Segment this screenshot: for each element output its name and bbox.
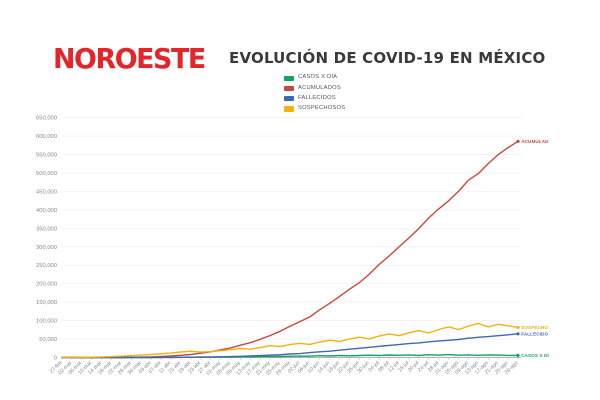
series-end-label-acumulados: ACUMULAD [521, 139, 549, 144]
y-axis-tick-label: 550,000 [36, 153, 57, 159]
legend-label: CASOS X DÍA [298, 74, 338, 81]
legend-item-casos-x-d-a: CASOS X DÍA [284, 73, 345, 83]
series-line-fallecidos [61, 333, 519, 359]
noroeste-logo: NOROESTE [53, 42, 206, 75]
series-end-label-fallecidos: FALLECIDO [521, 331, 548, 336]
series-end-label-casos-x-d-a: CASOS X DÍ [521, 351, 549, 358]
y-axis-tick-label: 250,000 [36, 263, 57, 269]
legend: CASOS X DÍA ACUMULADOS FALLECIDOS SOSPECHOS… [284, 73, 345, 114]
y-axis-tick-label: 500,000 [36, 171, 57, 177]
y-axis-tick-label: 50,000 [39, 337, 57, 343]
y-axis-tick-label: 300,000 [36, 245, 57, 251]
y-axis-tick-label: 350,000 [36, 226, 57, 232]
legend-swatch [284, 96, 294, 102]
legend-item-fallecidos: FALLECIDOS [284, 94, 345, 104]
series-end-label-sospechosos: SOSPECHO [521, 325, 548, 330]
legend-item-sospechosos: SOSPECHOSOS [284, 104, 345, 114]
series-end-dot-fallecidos [516, 332, 520, 336]
legend-swatch [284, 106, 294, 112]
legend-label: FALLECIDOS [298, 94, 336, 101]
y-axis-tick-label: 0 [54, 356, 57, 362]
legend-label: ACUMULADOS [298, 84, 341, 91]
chart-title: EVOLUCIÓN DE COVID-19 EN MÉXICO [229, 49, 546, 67]
legend-label: SOSPECHOSOS [298, 105, 346, 112]
y-axis-tick-label: 100,000 [36, 319, 57, 325]
y-axis-tick-label: 650,000 [36, 116, 57, 122]
y-axis-tick-label: 200,000 [36, 282, 57, 288]
series-end-dot-sospechosos [516, 325, 520, 330]
series-line-acumulados [61, 140, 519, 359]
legend-swatch [284, 75, 294, 81]
series-line-sospechosos [61, 322, 519, 359]
legend-item-acumulados: ACUMULADOS [284, 83, 345, 93]
series-end-dot-acumulados [516, 139, 520, 143]
legend-swatch [284, 85, 294, 92]
series-end-dot-casos-x-d-a [516, 353, 520, 357]
y-axis-tick-label: 400,000 [36, 208, 57, 214]
y-axis-tick-label: 450,000 [36, 189, 57, 195]
y-axis-tick-label: 150,000 [36, 300, 57, 306]
y-axis-tick-label: 600,000 [36, 134, 57, 140]
